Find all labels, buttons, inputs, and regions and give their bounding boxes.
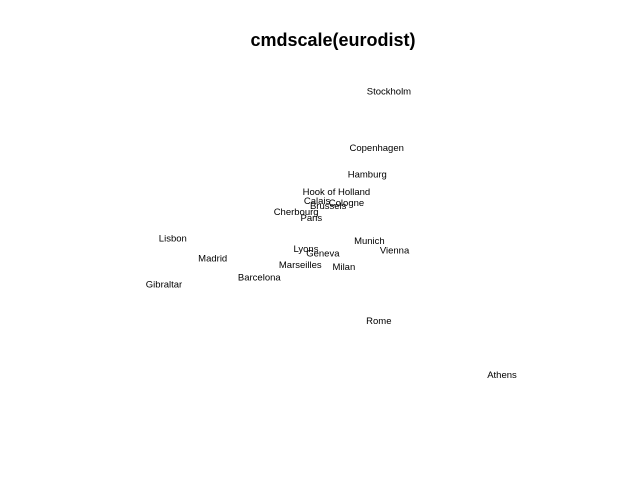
chart-title: cmdscale(eurodist): [250, 30, 415, 50]
point-label: Copenhagen: [350, 143, 404, 154]
point-label: Lyons: [293, 244, 318, 255]
point-label: Lisbon: [159, 233, 187, 244]
point-label: Madrid: [198, 253, 227, 264]
point-label: Marseilles: [279, 260, 322, 271]
point-label: Hook of Holland: [303, 187, 371, 198]
point-label: Calais: [304, 196, 331, 207]
point-label: Paris: [301, 213, 323, 224]
point-label: Munich: [354, 236, 385, 247]
point-label: Rome: [366, 316, 391, 327]
point-label: Milan: [333, 262, 356, 273]
point-label: Cherbourg: [274, 207, 319, 218]
point-label: Geneva: [306, 248, 340, 259]
point-label: Stockholm: [367, 87, 411, 98]
point-label: Athens: [487, 370, 517, 381]
point-label: Barcelona: [238, 272, 281, 283]
point-label: Vienna: [380, 246, 410, 257]
point-label: Hamburg: [348, 169, 387, 180]
point-label: Brussels: [310, 201, 347, 212]
point-label: Gibraltar: [146, 280, 182, 291]
point-label: Cologne: [329, 198, 364, 209]
